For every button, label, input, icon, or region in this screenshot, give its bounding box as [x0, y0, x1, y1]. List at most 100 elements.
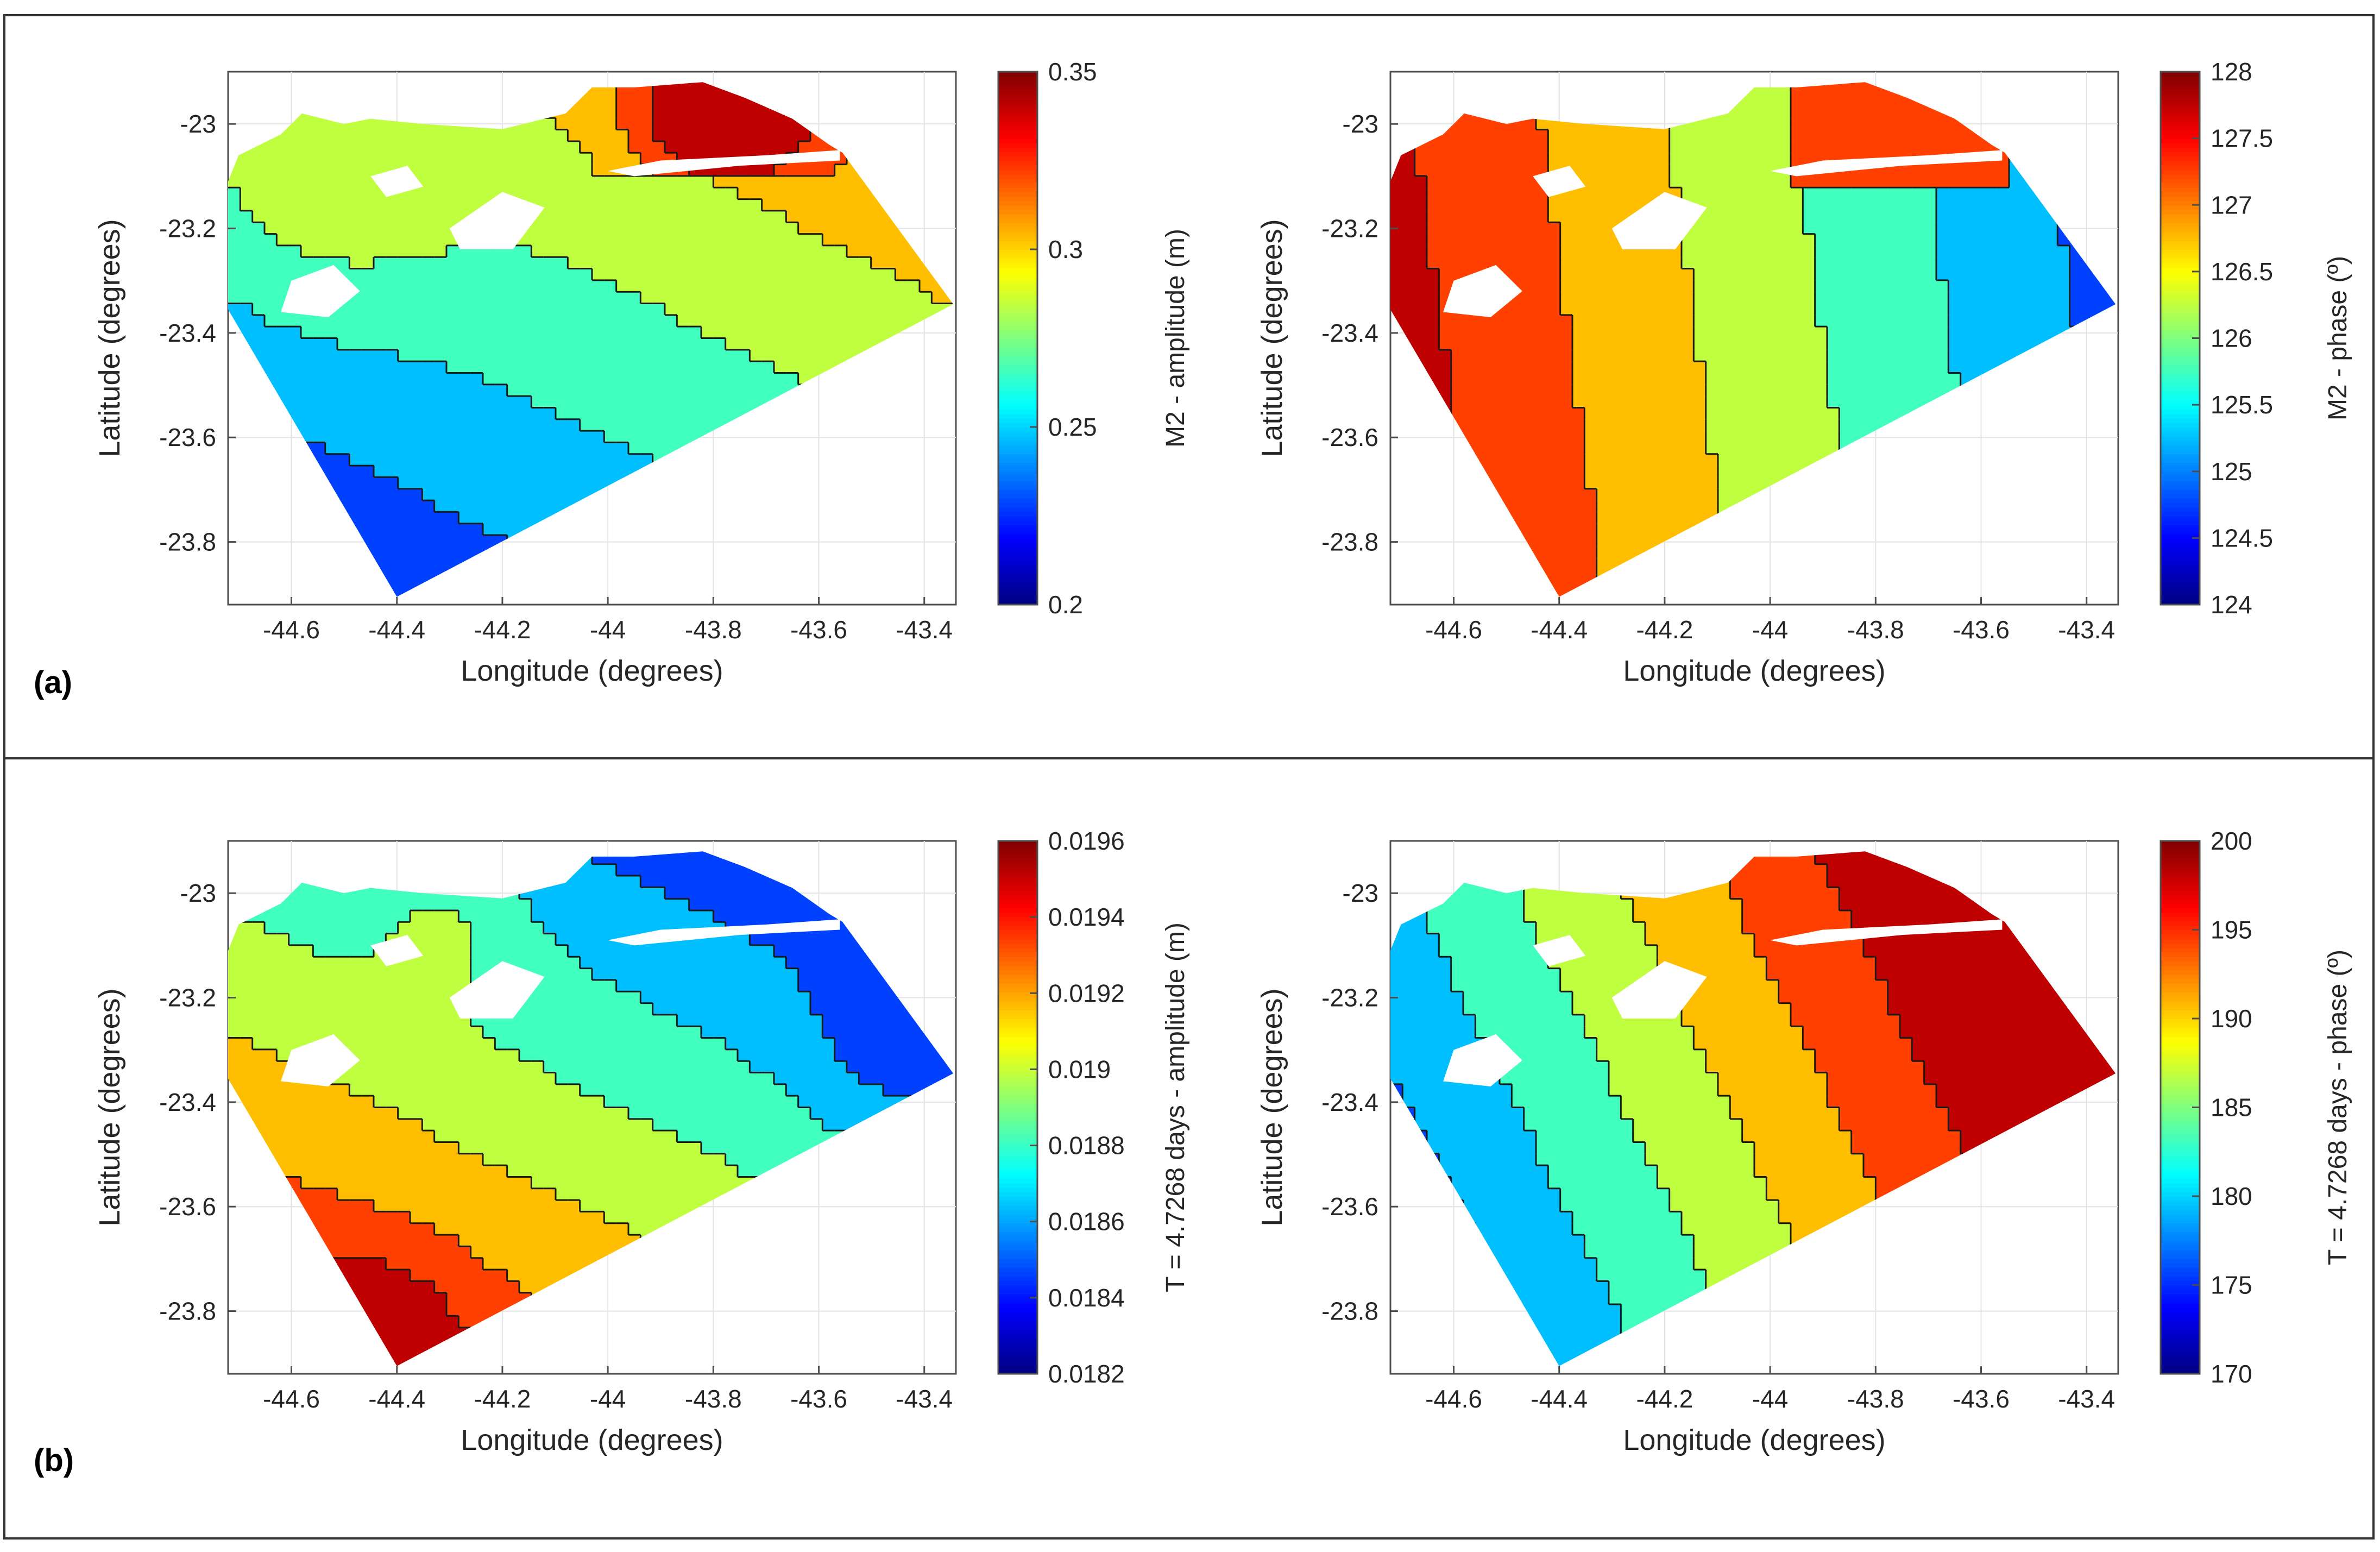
field-cell — [300, 315, 313, 327]
field-cell — [470, 419, 483, 431]
field-cell — [1754, 373, 1767, 385]
field-cell — [507, 268, 520, 281]
field-cell — [519, 326, 532, 339]
field-cell — [1742, 175, 1755, 188]
field-cell — [1523, 245, 1537, 257]
field-cell — [1596, 419, 1609, 431]
field-cell — [1463, 129, 1476, 142]
y-tick-label: -23.8 — [159, 528, 216, 556]
field-cell — [1596, 338, 1609, 350]
field-cell — [1669, 349, 1682, 362]
field-cell — [312, 141, 326, 153]
field-cell — [603, 384, 617, 397]
field-cell — [1681, 268, 1694, 281]
field-cell — [434, 546, 447, 559]
field-cell — [749, 256, 763, 269]
field-cell — [519, 152, 532, 165]
field-cell — [1596, 268, 1609, 281]
field-cell — [1766, 187, 1779, 200]
field-cell — [1584, 523, 1597, 536]
field-cell — [446, 384, 459, 397]
field-cell — [1572, 245, 1585, 257]
field-cell — [1511, 256, 1525, 269]
field-cell — [1742, 419, 1755, 431]
field-cell — [458, 187, 471, 200]
field-cell — [1717, 210, 1730, 223]
field-cell — [507, 280, 520, 292]
colorbar-segment — [998, 103, 1037, 108]
field-cell — [349, 222, 362, 235]
field-cell — [531, 222, 544, 235]
field-cell — [470, 384, 483, 397]
field-cell — [1572, 222, 1585, 235]
field-cell — [1802, 117, 1816, 130]
field-cell — [883, 303, 896, 316]
field-cell — [543, 315, 556, 327]
colorbar-segment — [998, 160, 1037, 166]
field-cell — [543, 361, 556, 374]
field-cell — [1657, 256, 1670, 269]
field-cell — [1657, 511, 1670, 524]
field-cell — [1475, 407, 1488, 420]
field-cell — [1778, 373, 1791, 385]
field-cell — [822, 326, 835, 339]
field-cell — [616, 373, 629, 385]
field-cell — [1802, 326, 1816, 339]
field-cell — [1499, 430, 1512, 443]
field-cell — [1802, 291, 1816, 304]
field-cell — [385, 256, 399, 269]
field-cell — [1657, 523, 1670, 536]
field-cell — [1742, 187, 1755, 200]
field-cell — [555, 407, 568, 420]
field-cell — [798, 361, 811, 374]
field-cell — [531, 419, 544, 431]
field-cell — [810, 164, 823, 177]
field-cell — [264, 303, 277, 316]
field-cell — [1645, 465, 1658, 478]
field-cell — [337, 476, 350, 489]
field-cell — [822, 291, 835, 304]
field-cell — [1790, 106, 1803, 118]
field-cell — [858, 210, 872, 223]
field-cell — [373, 407, 386, 420]
field-cell — [1426, 152, 1439, 165]
field-cell — [822, 199, 835, 211]
field-cell — [1402, 280, 1415, 292]
field-cell — [907, 268, 920, 281]
field-cell — [689, 303, 702, 316]
field-cell — [1766, 407, 1779, 420]
field-cell — [725, 187, 738, 200]
field-cell — [676, 210, 690, 223]
field-cell — [1669, 407, 1682, 420]
field-cell — [1693, 152, 1707, 165]
colorbar-segment — [998, 365, 1037, 370]
field-cell — [785, 210, 799, 223]
field-cell — [1523, 373, 1537, 385]
field-cell — [494, 164, 508, 177]
field-cell — [1402, 268, 1415, 281]
field-cell — [1766, 268, 1779, 281]
field-cell — [616, 442, 629, 455]
field-cell — [628, 175, 641, 188]
field-cell — [494, 280, 508, 292]
field-cell — [1766, 210, 1779, 223]
field-cell — [543, 430, 556, 443]
field-cell — [652, 268, 665, 281]
colorbar-segment — [998, 244, 1037, 250]
field-cell — [749, 175, 763, 188]
field-cell — [385, 268, 399, 281]
field-cell — [1620, 199, 1634, 211]
field-cell — [337, 349, 350, 362]
field-cell — [494, 361, 508, 374]
field-cell — [822, 349, 835, 362]
frame-row-b — [3, 757, 2375, 1540]
field-cell — [1754, 430, 1767, 443]
field-cell — [1608, 407, 1621, 420]
field-cell — [591, 373, 605, 385]
field-cell — [785, 199, 799, 211]
field-cell — [737, 315, 750, 327]
field-cell — [1790, 268, 1803, 281]
field-cell — [567, 175, 581, 188]
field-cell — [1754, 152, 1767, 165]
y-tick-label: -23.6 — [159, 423, 216, 451]
